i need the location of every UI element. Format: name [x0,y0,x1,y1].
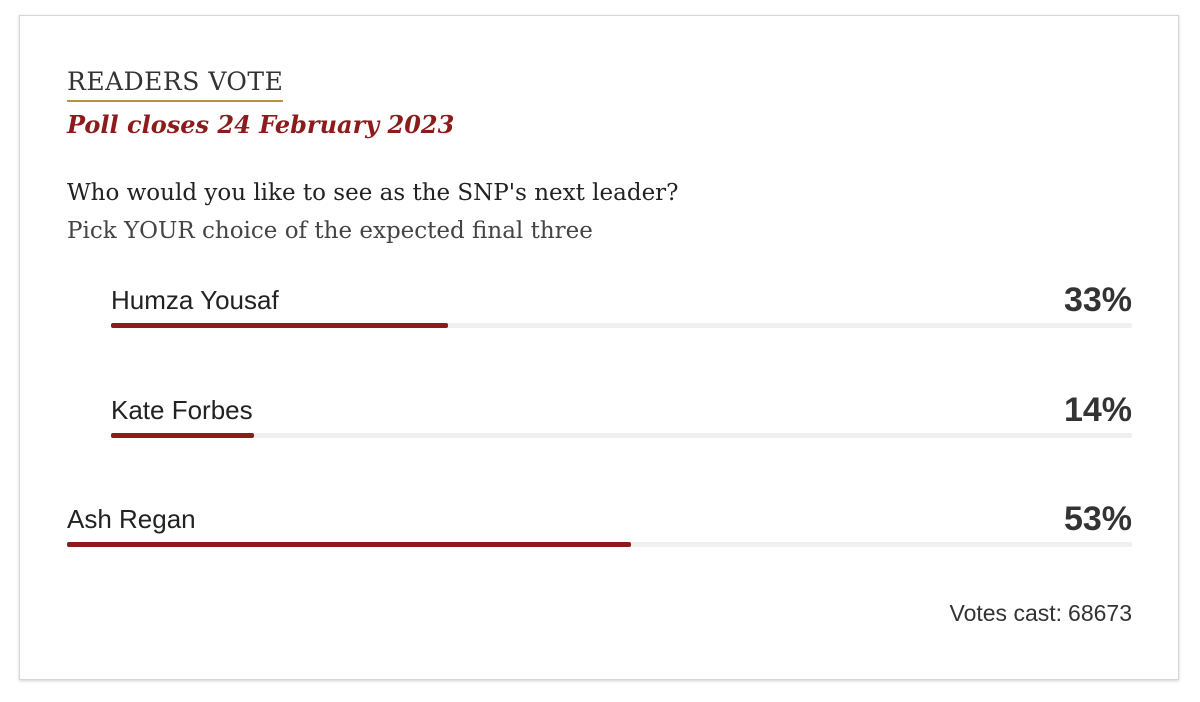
result-bar-fill [111,323,448,328]
option-percent: 33% [1063,281,1132,319]
poll-option-humza-yousaf[interactable]: Humza Yousaf 33% [111,281,1132,341]
option-name: Kate Forbes [111,395,253,425]
poll-option-ash-regan[interactable]: Ash Regan 53% [67,500,1132,560]
option-percent: 53% [1063,500,1132,538]
result-bar-fill [111,433,254,438]
votes-cast-count: 68673 [1068,600,1132,626]
poll-card: READERS VOTE Poll closes 24 February 202… [19,15,1179,680]
poll-question: Who would you like to see as the SNP's n… [67,180,679,206]
votes-cast-label: Votes cast: [949,600,1063,626]
option-name: Humza Yousaf [111,285,279,315]
votes-cast: Votes cast: 68673 [950,598,1132,628]
poll-subquestion: Pick YOUR choice of the expected final t… [67,218,593,244]
result-bar-track [111,323,1132,328]
poll-option-kate-forbes[interactable]: Kate Forbes 14% [111,391,1132,451]
option-name: Ash Regan [67,504,196,534]
option-percent: 14% [1063,391,1132,429]
result-bar-track [67,542,1132,547]
result-bar-track [111,433,1132,438]
poll-close-date: Poll closes 24 February 2023 [67,110,455,139]
poll-heading: READERS VOTE [67,66,284,102]
result-bar-fill [67,542,632,547]
